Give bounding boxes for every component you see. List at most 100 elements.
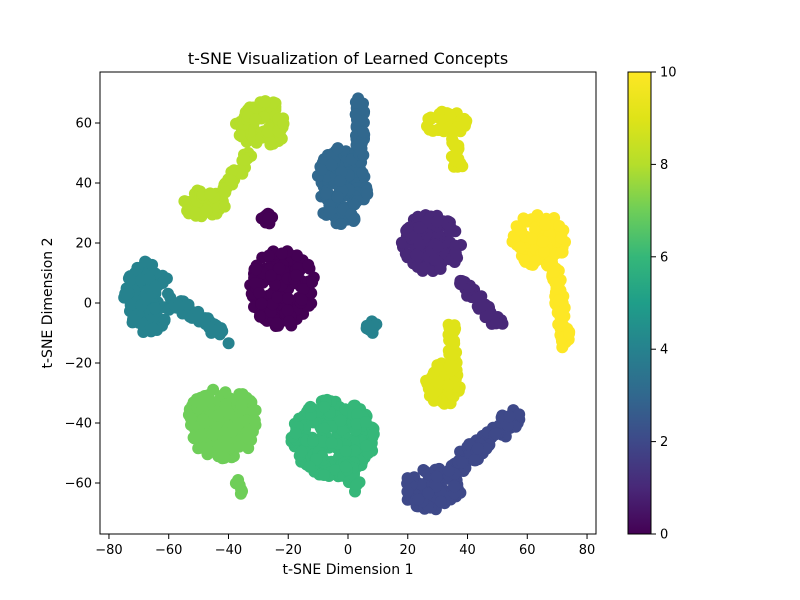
point [502,419,514,432]
point [233,388,246,401]
cluster-6 [285,393,380,498]
point [291,249,303,262]
point [190,395,203,408]
point [422,487,435,500]
point [206,428,219,441]
point [120,288,133,301]
point [273,262,286,275]
point [320,187,333,200]
point [471,442,484,455]
y-axis-label: t-SNE Dimension 2 [40,238,56,369]
point [124,273,137,286]
y-tick-label: 0 [84,297,92,312]
x-axis-label: t-SNE Dimension 1 [283,562,414,578]
point [514,241,527,254]
x-tick-label: 40 [459,543,476,558]
point [424,111,437,124]
point [250,263,263,276]
point [454,278,467,291]
point [303,460,316,473]
point [448,319,461,332]
point [476,299,489,312]
point [444,108,456,121]
point [235,398,248,411]
point [233,440,246,453]
point [547,265,560,278]
point [401,485,414,498]
point [249,113,262,126]
point [297,283,310,296]
point [270,317,283,329]
x-axis: −80 −60 −40 −20 0 20 40 60 80 [95,534,595,558]
point [349,96,362,109]
point [282,292,295,305]
point [265,269,277,282]
point [200,204,213,217]
point [434,262,447,275]
point [555,232,568,245]
point [490,427,502,440]
point [431,215,444,228]
cluster-9 [420,105,473,410]
point [325,158,338,171]
colorbar-tick-label: 10 [660,66,677,81]
point [446,348,459,361]
point [413,221,426,234]
point [225,174,238,187]
point [563,327,576,340]
point [430,480,442,493]
point [367,428,380,441]
point [315,163,328,176]
point [442,464,455,477]
x-tick-label: −80 [95,543,122,558]
point [184,412,197,425]
point [444,222,457,234]
point [518,254,531,267]
point [336,423,349,436]
cluster-1 [395,209,509,330]
point [323,206,336,219]
point [359,416,372,428]
point [283,315,296,328]
cluster-2 [401,404,526,516]
point [513,408,526,421]
point [412,493,425,506]
point [431,240,444,253]
point [249,277,262,290]
colorbar-tick-label: 2 [660,435,668,450]
point [339,445,352,457]
cluster-8 [178,95,290,223]
point [189,206,202,219]
point [212,409,225,422]
point [431,376,444,389]
point [479,311,492,324]
point [447,335,460,348]
point [510,220,523,233]
point [192,305,205,318]
point [529,255,542,268]
point [306,276,319,289]
y-tick-label: −40 [65,417,92,432]
point [304,400,317,413]
point [395,236,408,249]
point [127,313,139,326]
point [318,469,330,481]
point [195,429,208,441]
y-tick-label: −60 [65,477,92,492]
point [149,302,161,315]
colorbar-tick-label: 8 [660,158,668,173]
point [434,495,447,508]
point [219,398,232,411]
x-tick-label: 0 [344,543,352,558]
cluster-7 [182,383,262,500]
point [360,439,373,452]
point [149,280,162,293]
point [556,306,569,319]
point [218,200,231,213]
point [431,361,444,374]
point [503,410,516,423]
point [448,139,461,152]
y-axis: −60 −40 −20 0 20 40 60 [65,117,100,492]
point [401,472,414,485]
point [218,451,230,464]
